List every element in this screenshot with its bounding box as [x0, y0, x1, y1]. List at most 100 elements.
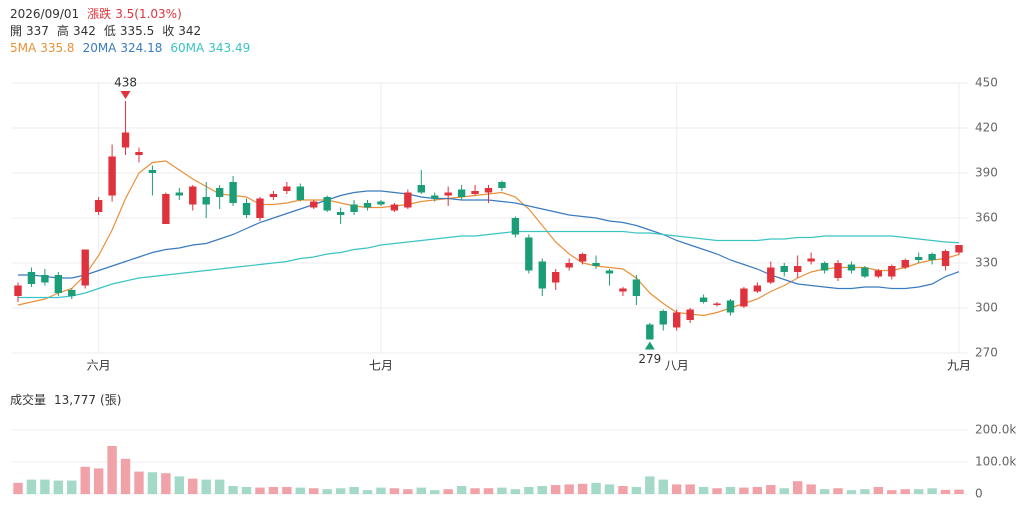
volume-bar [873, 486, 884, 494]
volume-bar [940, 489, 951, 494]
candle-body [592, 263, 600, 266]
volume-bar [537, 486, 547, 494]
ma-line [17, 160, 960, 317]
y-tick-label: 360 [975, 211, 998, 225]
candle-body [928, 254, 936, 260]
candle-body [914, 257, 923, 260]
volume-bar [40, 479, 50, 494]
volume-bar [685, 484, 695, 494]
volume-bar [161, 473, 171, 494]
candle-body [404, 192, 412, 208]
ma-line [18, 230, 960, 299]
candle-body [269, 194, 278, 197]
ma-line [18, 190, 960, 290]
x-tick-label: 六月 [87, 359, 111, 373]
volume-tick-label: 0 [975, 487, 983, 501]
candle-body [699, 297, 708, 302]
candle-body [565, 263, 573, 268]
volume-bar [712, 488, 722, 494]
candle-body [81, 249, 89, 286]
candle-body [780, 266, 788, 272]
volume-bar [53, 480, 64, 494]
volume-bar [551, 485, 561, 494]
candle-body [807, 258, 815, 262]
candle-body [646, 324, 654, 340]
volume-bar [779, 488, 789, 494]
candle-body [955, 245, 963, 253]
header-text: 60MA [170, 41, 205, 55]
candle-body [135, 152, 143, 155]
volume-bar [913, 489, 924, 494]
volume-bar [403, 489, 413, 494]
candle-body [417, 185, 425, 193]
candle-body [242, 203, 251, 215]
candle-body [283, 186, 291, 191]
volume-unit: (張) [100, 393, 121, 407]
candle-body [350, 204, 358, 212]
header-text: 342 [73, 24, 96, 38]
candle-body [834, 263, 842, 278]
volume-bar [591, 482, 601, 494]
max-marker [120, 91, 131, 99]
candle-body [605, 270, 614, 274]
candle-body [686, 309, 694, 320]
volume-bar [766, 485, 776, 494]
candle-body [941, 251, 950, 266]
candle-body [632, 279, 641, 296]
header-text: 收 [162, 24, 174, 38]
candle-body [27, 272, 36, 284]
y-tick-label: 390 [975, 166, 998, 180]
volume-bar [107, 446, 117, 494]
candle-body [484, 188, 493, 193]
header-text: 337 [26, 24, 49, 38]
volume-bar [147, 472, 158, 494]
volume-bar [846, 490, 857, 494]
candle-body [471, 191, 479, 194]
volume-bar [577, 483, 588, 494]
header-line: 2026/09/01 漲跌 3.5(1.03%) [10, 6, 182, 21]
candle-body [296, 186, 304, 200]
volume-bar [255, 487, 265, 494]
volume-bar [510, 489, 521, 494]
candle-body [94, 200, 103, 212]
candle-body [363, 203, 372, 208]
y-tick-label: 300 [975, 301, 998, 315]
volume-bar [658, 479, 668, 494]
candle-body [162, 194, 170, 224]
header-text: 324.18 [120, 41, 162, 55]
candle-body [511, 218, 520, 235]
volume-bar [833, 488, 843, 494]
candle-body [901, 260, 909, 268]
candle-body [431, 195, 439, 199]
candle-body [377, 201, 385, 205]
x-tick-label: 八月 [665, 359, 689, 373]
candle-body [14, 285, 22, 296]
candle-body [874, 270, 883, 277]
header-text: 漲跌 [87, 6, 111, 21]
candle-body [578, 254, 587, 262]
candle-body [323, 197, 331, 211]
candle-body [215, 188, 224, 197]
candle-body [41, 275, 49, 283]
volume-bar [349, 486, 359, 494]
volume-bar [214, 479, 225, 494]
volume-bar [120, 458, 131, 494]
candle-body [525, 237, 533, 271]
volume-bar [752, 486, 763, 494]
y-tick-label: 420 [975, 121, 998, 135]
candle-body [457, 189, 466, 197]
min-label: 279 [638, 352, 661, 366]
header-text: 343.49 [208, 41, 250, 55]
candle-body [229, 182, 237, 203]
volume-bar [295, 487, 306, 494]
volume-bar [67, 480, 77, 494]
header-line: 5MA 335.8 20MA 324.18 60MA 343.49 [10, 41, 250, 55]
volume-bar [900, 489, 910, 494]
header-text: 342 [178, 24, 201, 38]
candle-body [847, 264, 856, 271]
volume-bar [483, 488, 494, 494]
volume-bar [604, 484, 615, 494]
header-text: 低 [104, 24, 116, 38]
volume-tick-label: 100.0k [975, 455, 1016, 469]
volume-bar [739, 487, 749, 494]
